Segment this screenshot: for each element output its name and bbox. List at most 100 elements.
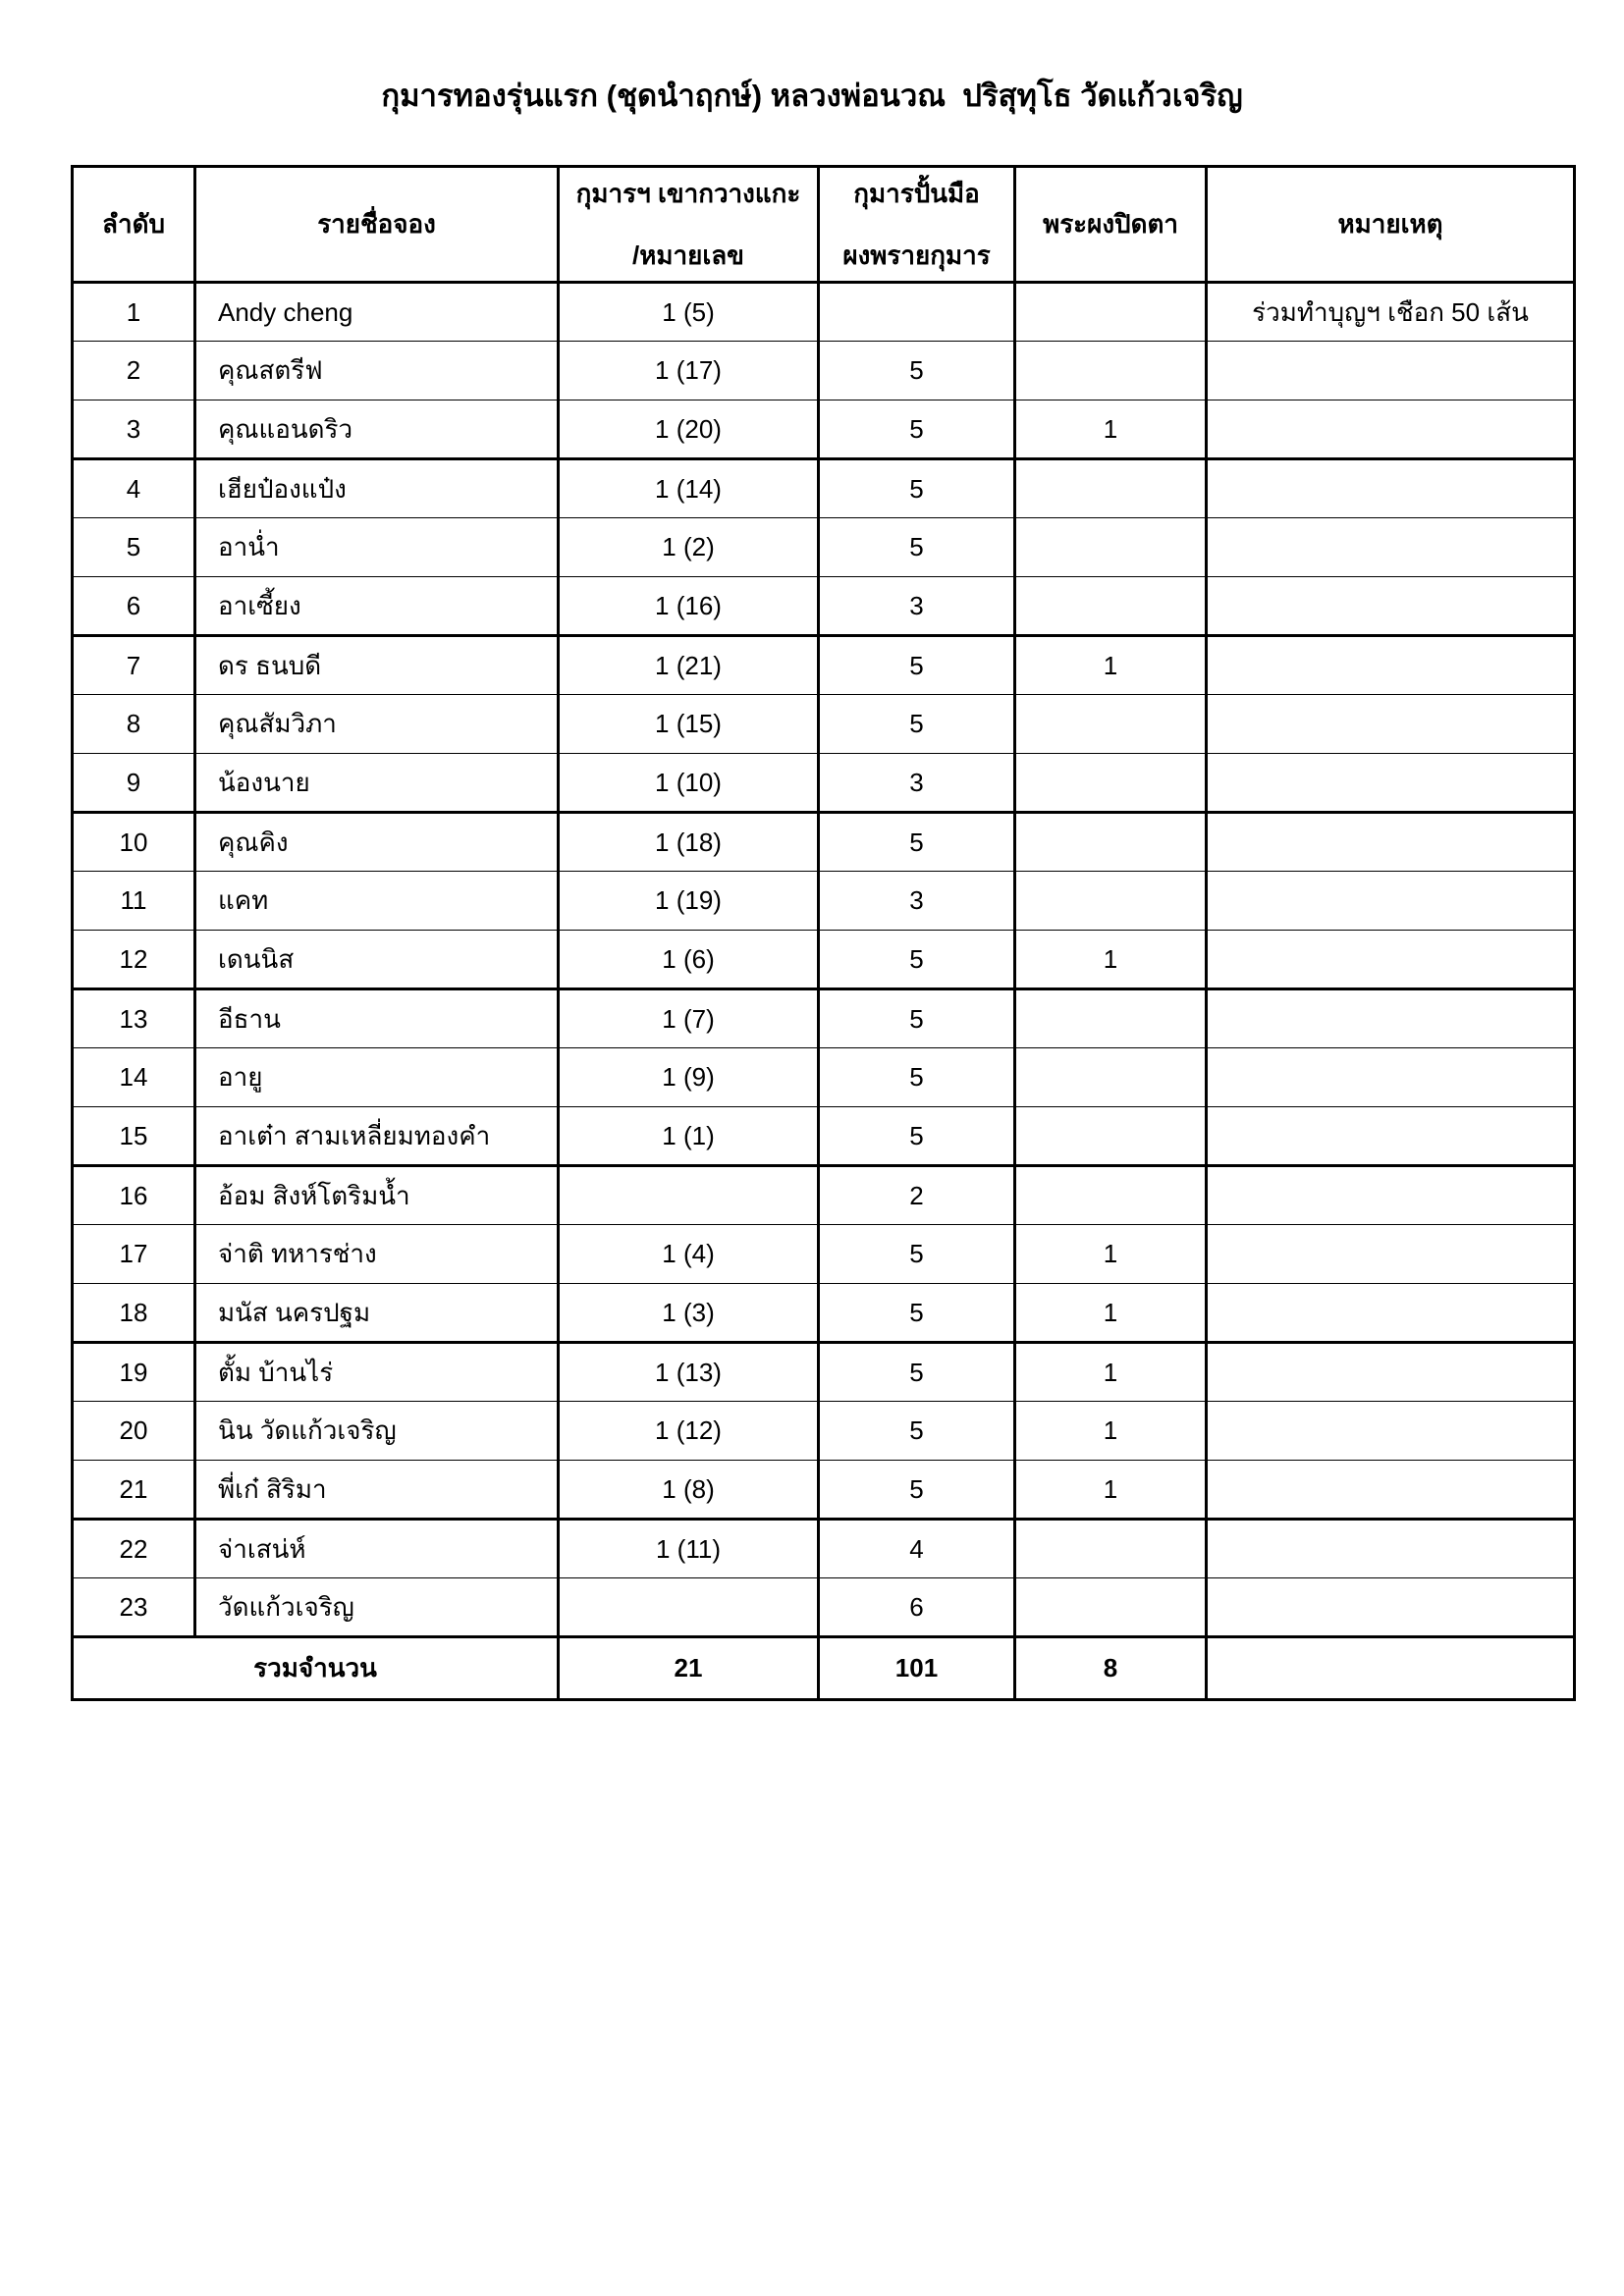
cell-pidta bbox=[1013, 517, 1208, 577]
cell-pidta bbox=[1013, 1165, 1208, 1225]
table-row: 18 มนัส นครปฐม 1 (3) 5 1 bbox=[71, 1283, 1576, 1344]
cell-handmade: 5 bbox=[817, 988, 1016, 1048]
cell-pidta bbox=[1013, 1519, 1208, 1578]
header-name: รายชื่อจอง bbox=[193, 166, 560, 284]
cell-handmade: 3 bbox=[817, 871, 1016, 931]
table-body: 1 Andy cheng 1 (5) ร่วมทำบุญฯ เชือก 50 เส้น… bbox=[71, 282, 1576, 1638]
cell-name: พี่เก๋ สิริมา bbox=[193, 1460, 560, 1521]
cell-name: จ่าเสน่ห์ bbox=[193, 1519, 560, 1578]
cell-no: 6 bbox=[71, 576, 196, 637]
cell-note bbox=[1205, 1342, 1576, 1402]
cell-pidta bbox=[1013, 1106, 1208, 1167]
header-carved-line1: กุมารฯ เขากวางแกะ bbox=[575, 178, 801, 208]
cell-handmade: 5 bbox=[817, 812, 1016, 872]
cell-pidta: 1 bbox=[1013, 930, 1208, 990]
cell-no: 12 bbox=[71, 930, 196, 990]
cell-pidta: 1 bbox=[1013, 1342, 1208, 1402]
cell-pidta: 1 bbox=[1013, 400, 1208, 460]
table-row: 13 อีธาน 1 (7) 5 bbox=[71, 988, 1576, 1048]
cell-pidta: 1 bbox=[1013, 1283, 1208, 1344]
table-row: 16 อ้อม สิงห์โตริมน้ำ 2 bbox=[71, 1165, 1576, 1225]
cell-no: 22 bbox=[71, 1519, 196, 1578]
cell-note bbox=[1205, 341, 1576, 400]
cell-note bbox=[1205, 576, 1576, 637]
cell-no: 16 bbox=[71, 1165, 196, 1225]
cell-no: 4 bbox=[71, 458, 196, 518]
cell-carved: 1 (6) bbox=[557, 930, 820, 990]
cell-no: 14 bbox=[71, 1047, 196, 1107]
cell-handmade: 5 bbox=[817, 1401, 1016, 1461]
cell-note bbox=[1205, 1224, 1576, 1284]
cell-name: อาน่ำ bbox=[193, 517, 560, 577]
cell-note bbox=[1205, 458, 1576, 518]
cell-note bbox=[1205, 1401, 1576, 1461]
cell-pidta bbox=[1013, 988, 1208, 1048]
table-row: 19 ตั้ม บ้านไร่ 1 (13) 5 1 bbox=[71, 1342, 1576, 1402]
cell-pidta: 1 bbox=[1013, 1224, 1208, 1284]
cell-name: จ่าติ ทหารช่าง bbox=[193, 1224, 560, 1284]
table-row: 8 คุณสัมวิภา 1 (15) 5 bbox=[71, 694, 1576, 754]
cell-carved: 1 (10) bbox=[557, 753, 820, 814]
cell-pidta bbox=[1013, 282, 1208, 342]
cell-name: คุณแอนดริว bbox=[193, 400, 560, 460]
table-header: ลำดับ รายชื่อจอง กุมารฯ เขากวางแกะ /หมาย… bbox=[71, 166, 1576, 284]
cell-note bbox=[1205, 1165, 1576, 1225]
cell-carved: 1 (19) bbox=[557, 871, 820, 931]
cell-pidta: 1 bbox=[1013, 635, 1208, 695]
cell-no: 5 bbox=[71, 517, 196, 577]
cell-note bbox=[1205, 753, 1576, 814]
cell-handmade: 3 bbox=[817, 753, 1016, 814]
cell-handmade: 5 bbox=[817, 517, 1016, 577]
cell-carved: 1 (12) bbox=[557, 1401, 820, 1461]
cell-name: คุณคิง bbox=[193, 812, 560, 872]
cell-pidta bbox=[1013, 753, 1208, 814]
cell-pidta bbox=[1013, 341, 1208, 400]
cell-name: Andy cheng bbox=[193, 282, 560, 342]
total-row: รวมจำนวน 21 101 8 bbox=[71, 1636, 1576, 1700]
cell-note bbox=[1205, 1106, 1576, 1167]
cell-carved: 1 (15) bbox=[557, 694, 820, 754]
cell-pidta bbox=[1013, 871, 1208, 931]
cell-carved: 1 (5) bbox=[557, 282, 820, 342]
cell-handmade: 5 bbox=[817, 458, 1016, 518]
cell-carved: 1 (7) bbox=[557, 988, 820, 1048]
cell-no: 23 bbox=[71, 1577, 196, 1638]
table-row: 22 จ่าเสน่ห์ 1 (11) 4 bbox=[71, 1519, 1576, 1578]
cell-note bbox=[1205, 1283, 1576, 1344]
cell-pidta bbox=[1013, 1577, 1208, 1638]
table-row: 3 คุณแอนดริว 1 (20) 5 1 bbox=[71, 400, 1576, 460]
table-row: 23 วัดแก้วเจริญ 6 bbox=[71, 1577, 1576, 1638]
cell-handmade bbox=[817, 282, 1016, 342]
cell-note bbox=[1205, 812, 1576, 872]
cell-pidta bbox=[1013, 812, 1208, 872]
header-pidta: พระผงปิดตา bbox=[1013, 166, 1208, 284]
cell-carved: 1 (2) bbox=[557, 517, 820, 577]
cell-no: 3 bbox=[71, 400, 196, 460]
cell-no: 9 bbox=[71, 753, 196, 814]
cell-no: 20 bbox=[71, 1401, 196, 1461]
cell-carved: 1 (14) bbox=[557, 458, 820, 518]
cell-no: 19 bbox=[71, 1342, 196, 1402]
cell-carved: 1 (4) bbox=[557, 1224, 820, 1284]
cell-carved: 1 (16) bbox=[557, 576, 820, 637]
cell-handmade: 5 bbox=[817, 1106, 1016, 1167]
cell-handmade: 5 bbox=[817, 694, 1016, 754]
cell-carved: 1 (9) bbox=[557, 1047, 820, 1107]
cell-note bbox=[1205, 694, 1576, 754]
cell-handmade: 3 bbox=[817, 576, 1016, 637]
header-carved: กุมารฯ เขากวางแกะ /หมายเลข bbox=[557, 166, 820, 284]
cell-name: คุณสตรีฟ bbox=[193, 341, 560, 400]
header-handmade: กุมารปั้นมือ ผงพรายกุมาร bbox=[817, 166, 1016, 284]
cell-note bbox=[1205, 988, 1576, 1048]
cell-carved: 1 (8) bbox=[557, 1460, 820, 1521]
total-note bbox=[1205, 1636, 1576, 1700]
cell-pidta bbox=[1013, 576, 1208, 637]
header-row: ลำดับ รายชื่อจอง กุมารฯ เขากวางแกะ /หมาย… bbox=[71, 166, 1576, 284]
header-handmade-line2: ผงพรายกุมาร bbox=[842, 240, 991, 270]
cell-carved: 1 (17) bbox=[557, 341, 820, 400]
table-row: 20 นิน วัดแก้วเจริญ 1 (12) 5 1 bbox=[71, 1401, 1576, 1461]
cell-name: อ้อม สิงห์โตริมน้ำ bbox=[193, 1165, 560, 1225]
cell-note bbox=[1205, 1577, 1576, 1638]
cell-name: อีธาน bbox=[193, 988, 560, 1048]
